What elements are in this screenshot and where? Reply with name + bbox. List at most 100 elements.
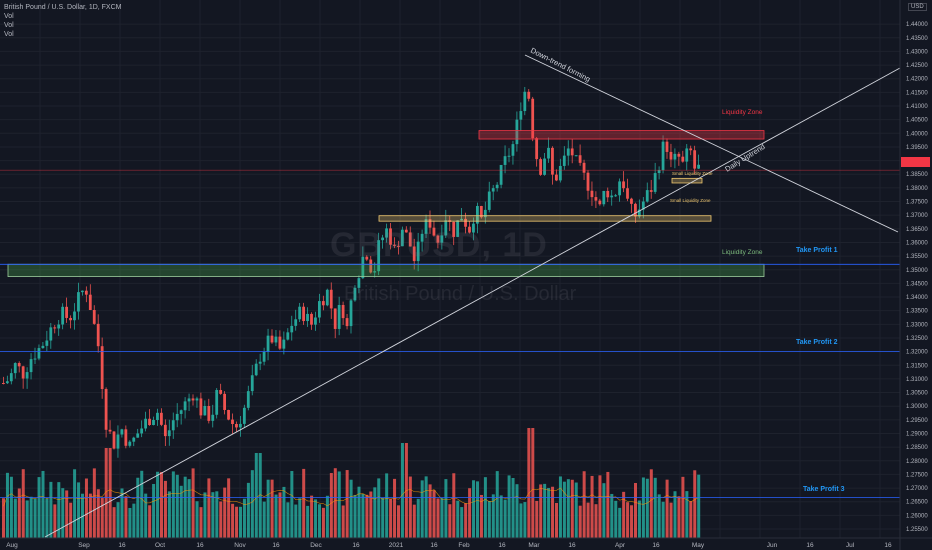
chart-legend: British Pound / U.S. Dollar, 1D, FXCM Vo… xyxy=(4,3,121,39)
time-tick-label: 16 xyxy=(568,542,576,549)
volume-legend-1: Vol xyxy=(4,13,14,20)
candle-body xyxy=(306,313,309,322)
volume-bar xyxy=(124,496,128,538)
volume-bar xyxy=(507,475,511,538)
volume-bar xyxy=(302,468,306,538)
time-tick-label: Jun xyxy=(767,542,778,549)
volume-bar xyxy=(53,504,57,538)
candle-body xyxy=(262,351,266,362)
candle-body xyxy=(606,190,610,198)
candle-body xyxy=(424,219,428,234)
volume-bar xyxy=(333,468,337,538)
candle-body xyxy=(227,409,230,420)
candle-body xyxy=(203,406,207,416)
volume-bar xyxy=(9,476,13,538)
volume-bar xyxy=(215,491,219,538)
candle-body xyxy=(246,391,250,408)
volume-bar xyxy=(693,470,697,538)
volume-bar xyxy=(503,499,507,538)
volume-bar xyxy=(657,494,661,538)
price-tick-label: 1.42000 xyxy=(906,77,928,83)
volume-bar xyxy=(298,498,302,538)
small-liquidity-label-1: Small Liquidity Zone xyxy=(672,171,713,176)
price-tick-label: 1.41500 xyxy=(906,90,928,96)
candle-body xyxy=(171,420,175,431)
volume-bar xyxy=(626,502,630,538)
volume-bar xyxy=(207,478,211,538)
volume-bar xyxy=(630,505,634,538)
time-tick-label: Apr xyxy=(615,542,626,549)
volume-bar xyxy=(227,478,231,538)
candle-body xyxy=(21,366,25,379)
volume-bar xyxy=(416,498,420,538)
candle-body xyxy=(112,431,116,449)
candle-body xyxy=(17,363,21,367)
volume-bar xyxy=(634,483,637,538)
candle-body xyxy=(199,398,203,416)
volume-bar xyxy=(5,472,9,538)
candle-body xyxy=(144,418,147,429)
time-tick-label: Sep xyxy=(78,542,90,549)
volume-bar xyxy=(294,504,298,538)
price-tick-label: 1.40500 xyxy=(906,118,928,124)
candle-body xyxy=(637,209,641,217)
volume-bar xyxy=(373,487,377,538)
candle-body xyxy=(337,304,341,329)
candle-body xyxy=(511,144,515,156)
time-tick-label: Aug xyxy=(6,542,18,549)
candle-body xyxy=(187,398,191,402)
candle-body xyxy=(555,174,558,181)
candle-body xyxy=(385,228,388,238)
volume-bar xyxy=(104,448,108,538)
volume-bar xyxy=(321,507,325,538)
volume-bar xyxy=(179,485,183,538)
candle-body xyxy=(148,418,151,426)
candle-body xyxy=(519,111,523,120)
volume-bar xyxy=(428,484,432,538)
currency-button[interactable]: USD xyxy=(908,3,927,11)
volume-bar xyxy=(274,494,278,538)
volume-bar xyxy=(681,476,685,538)
volume-bar xyxy=(341,505,345,538)
time-tick-label: Feb xyxy=(458,542,470,549)
time-tick-label: 16 xyxy=(196,542,204,549)
volume-bar xyxy=(361,493,365,538)
candle-body xyxy=(242,407,246,424)
candle-body xyxy=(594,197,598,201)
price-tick-label: 1.27000 xyxy=(906,486,928,492)
candle-body xyxy=(491,188,495,192)
candle-body xyxy=(49,327,53,341)
candle-body xyxy=(302,306,305,322)
volume-bar xyxy=(614,500,618,538)
price-tick-label: 1.32000 xyxy=(906,350,928,356)
candle-body xyxy=(254,363,258,376)
volume-bar xyxy=(436,498,440,538)
volume-bar xyxy=(622,491,626,538)
volume-bar xyxy=(689,501,693,538)
candle-body xyxy=(5,381,9,384)
volume-bar xyxy=(140,470,144,538)
candle-body xyxy=(345,318,349,327)
volume-bar xyxy=(385,473,389,538)
candle-body xyxy=(235,423,238,428)
volume-bar xyxy=(574,482,578,538)
price-tick-label: 1.35500 xyxy=(906,254,928,260)
price-tick-label: 1.26000 xyxy=(906,513,928,519)
candle-body xyxy=(239,423,242,428)
candle-body xyxy=(167,430,171,437)
take-profit-lines xyxy=(0,263,900,499)
candle-body xyxy=(503,156,507,165)
candle-body xyxy=(128,441,132,446)
volume-bar xyxy=(203,492,207,538)
candle-body xyxy=(472,223,475,233)
price-tick-label: 1.33500 xyxy=(906,309,928,315)
volume-bar xyxy=(262,501,266,538)
price-tick-label: 1.37000 xyxy=(906,213,928,219)
candle-body xyxy=(440,235,444,243)
liquidity-zone-top xyxy=(478,130,765,140)
time-tick-label: May xyxy=(692,542,705,549)
candle-body xyxy=(622,181,625,189)
candle-body xyxy=(373,271,377,273)
candle-body xyxy=(614,195,618,197)
